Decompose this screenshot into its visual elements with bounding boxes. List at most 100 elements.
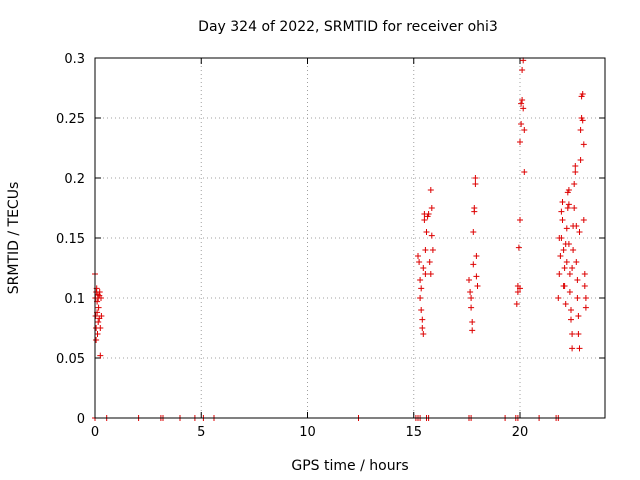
data-point — [473, 253, 480, 259]
data-point — [421, 217, 428, 223]
data-point — [474, 283, 481, 289]
data-point — [417, 277, 424, 283]
data-point — [566, 271, 573, 277]
data-point — [565, 201, 572, 208]
data-point — [418, 285, 425, 292]
data-point — [580, 141, 587, 148]
data-point — [562, 241, 569, 247]
y-tick-label: 0.3 — [64, 52, 85, 67]
data-point — [426, 259, 433, 265]
data-point — [563, 259, 570, 265]
data-point — [572, 163, 579, 169]
data-point — [427, 271, 434, 277]
data-point — [555, 295, 562, 301]
data-point — [513, 301, 520, 307]
data-point — [521, 127, 528, 133]
data-point — [422, 247, 429, 253]
x-tick-label: 15 — [405, 425, 422, 440]
y-tick-label: 0.05 — [56, 352, 85, 367]
data-point — [519, 97, 526, 103]
data-point — [95, 319, 102, 325]
x-axis-title: GPS time / hours — [291, 458, 408, 474]
data-point — [565, 187, 572, 193]
data-point — [472, 175, 479, 181]
data-point — [571, 205, 578, 211]
data-point — [468, 304, 475, 311]
data-point — [92, 313, 99, 319]
data-point — [466, 277, 472, 283]
data-points — [92, 57, 589, 421]
data-point — [418, 307, 425, 313]
data-point — [520, 105, 527, 112]
y-tick-label: 0.2 — [64, 172, 85, 187]
data-point — [566, 289, 573, 295]
data-point — [93, 337, 100, 343]
data-point — [571, 181, 578, 187]
data-point — [98, 295, 104, 301]
data-point — [423, 229, 430, 235]
data-point — [573, 259, 580, 265]
data-point — [473, 273, 480, 280]
data-point — [576, 229, 583, 235]
data-point — [558, 208, 565, 215]
data-point — [570, 247, 577, 253]
data-point — [95, 304, 102, 311]
data-point — [429, 247, 436, 253]
data-point — [568, 307, 574, 313]
plot-frame — [94, 57, 606, 419]
data-point — [468, 295, 475, 301]
data-point — [560, 283, 567, 289]
y-tick-label: 0.1 — [64, 292, 85, 307]
data-point — [415, 253, 421, 259]
data-point — [577, 127, 584, 133]
data-point — [472, 181, 479, 187]
data-point — [573, 223, 580, 229]
data-point — [470, 229, 477, 235]
data-point — [521, 169, 528, 175]
data-point — [417, 295, 424, 301]
data-point — [518, 100, 525, 107]
data-point — [422, 271, 429, 277]
x-tick-label: 20 — [512, 425, 529, 440]
data-point — [556, 235, 563, 241]
y-axis-title: SRMTID / TECUs — [6, 182, 22, 295]
x-tick-label: 0 — [91, 425, 99, 440]
data-point — [97, 352, 104, 359]
data-point — [98, 313, 105, 319]
y-tick-label: 0.25 — [56, 112, 85, 127]
data-point — [569, 345, 576, 352]
y-tick-label: 0.15 — [56, 232, 85, 247]
data-point — [574, 295, 581, 301]
data-point — [560, 247, 567, 253]
data-point — [576, 345, 583, 352]
data-point — [97, 325, 104, 331]
data-point — [572, 169, 579, 175]
data-point — [420, 331, 427, 337]
data-point — [564, 205, 571, 211]
data-point — [557, 253, 564, 259]
y-tick-labels: 0 0.05 0.1 0.15 0.2 0.25 0.3 — [56, 52, 85, 427]
data-point — [416, 259, 423, 265]
data-point — [471, 205, 478, 211]
data-point — [469, 319, 476, 325]
data-point — [419, 325, 426, 331]
data-point — [427, 187, 434, 193]
data-point — [517, 217, 523, 223]
y-tick-label: 0 — [77, 412, 85, 427]
data-point — [561, 265, 568, 271]
data-point — [582, 295, 589, 301]
data-point — [581, 283, 588, 289]
x-tick-label: 5 — [197, 425, 205, 440]
data-point — [419, 316, 426, 323]
data-point — [518, 121, 525, 127]
data-point — [425, 211, 432, 217]
data-point — [96, 289, 103, 295]
data-point — [469, 327, 476, 334]
data-point — [581, 271, 588, 277]
data-point — [569, 331, 576, 337]
data-point — [559, 199, 566, 205]
data-point — [519, 67, 526, 73]
data-point — [517, 285, 523, 292]
data-point — [428, 232, 435, 239]
